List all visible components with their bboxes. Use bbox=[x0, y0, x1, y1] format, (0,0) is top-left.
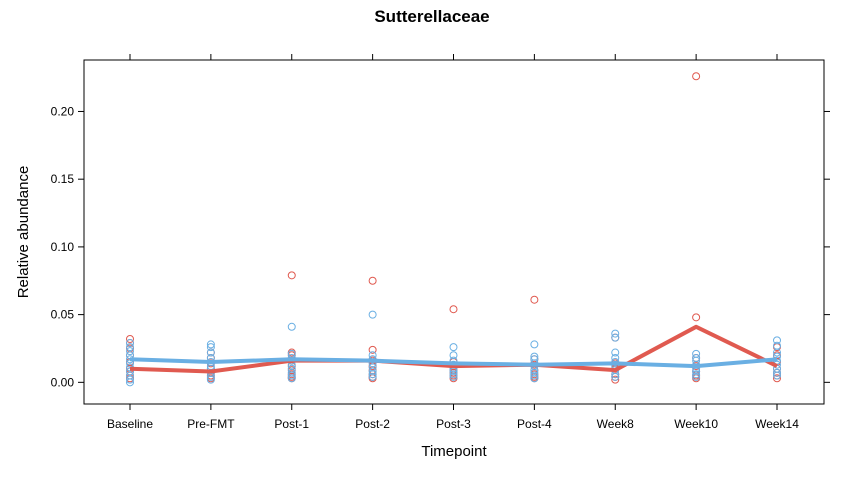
data-point-blue bbox=[126, 375, 134, 384]
data-point-blue bbox=[530, 374, 539, 383]
data-point-red bbox=[692, 313, 701, 322]
y-tick-label: 0.10 bbox=[51, 240, 75, 254]
data-point-blue bbox=[692, 349, 701, 358]
data-point-blue bbox=[611, 372, 620, 381]
data-point-blue bbox=[126, 351, 134, 360]
data-point-red bbox=[611, 375, 620, 384]
data-point-blue bbox=[773, 336, 781, 345]
data-point-blue bbox=[287, 374, 296, 383]
data-point-blue bbox=[773, 371, 781, 380]
data-point-blue bbox=[287, 368, 296, 377]
x-tick-label: Post-2 bbox=[355, 417, 390, 431]
chart-title: Sutterellaceae bbox=[374, 7, 489, 26]
data-point-blue bbox=[773, 348, 781, 357]
y-axis-label: Relative abundance bbox=[15, 166, 32, 299]
x-tick-label: Week8 bbox=[597, 417, 634, 431]
data-point-blue bbox=[126, 339, 134, 348]
x-tick-label: Week14 bbox=[755, 417, 799, 431]
x-axis-label: Timepoint bbox=[421, 443, 487, 460]
plot-frame bbox=[83, 59, 825, 405]
x-tick-label: Post-1 bbox=[274, 417, 309, 431]
data-point-blue bbox=[449, 343, 458, 352]
data-point-blue bbox=[126, 343, 134, 352]
y-tick-label: 0.20 bbox=[51, 104, 75, 118]
data-point-blue bbox=[530, 371, 539, 380]
data-point-blue bbox=[530, 368, 539, 377]
data-point-blue bbox=[287, 322, 296, 331]
x-tick-label: Pre-FMT bbox=[187, 417, 235, 431]
data-point-red bbox=[773, 374, 781, 383]
data-point-blue bbox=[773, 368, 781, 377]
data-point-blue bbox=[449, 370, 458, 379]
data-point-red bbox=[530, 295, 539, 304]
y-tick-label: 0.00 bbox=[51, 375, 75, 389]
x-tick-label: Post-4 bbox=[517, 417, 552, 431]
data-point-blue bbox=[611, 353, 620, 362]
data-point-blue bbox=[368, 372, 377, 381]
data-point-blue bbox=[206, 375, 215, 384]
data-point-blue bbox=[611, 333, 620, 342]
data-point-blue bbox=[611, 348, 620, 357]
data-point-blue bbox=[692, 370, 701, 379]
data-point-blue bbox=[368, 351, 377, 360]
data-point-blue bbox=[126, 378, 134, 387]
data-point-red bbox=[449, 305, 458, 314]
series-line-blue bbox=[129, 357, 778, 369]
data-point-blue bbox=[206, 348, 215, 357]
data-point-blue bbox=[449, 351, 458, 360]
data-point-red bbox=[126, 334, 134, 343]
data-point-red bbox=[287, 271, 296, 280]
series-line-red bbox=[129, 324, 778, 374]
data-point-red bbox=[368, 345, 377, 354]
data-point-blue bbox=[206, 343, 215, 352]
data-point-blue bbox=[206, 340, 215, 349]
data-point-blue bbox=[126, 367, 134, 376]
y-tick-label: 0.15 bbox=[51, 172, 75, 186]
data-point-red bbox=[368, 276, 377, 285]
data-point-blue bbox=[368, 310, 377, 319]
data-points bbox=[126, 72, 781, 387]
data-point-red bbox=[692, 72, 701, 81]
mean-lines bbox=[129, 324, 778, 374]
data-point-blue bbox=[368, 367, 377, 376]
data-point-blue bbox=[449, 372, 458, 381]
y-tick-label: 0.05 bbox=[51, 308, 75, 322]
axes: Baseline Pre-FMT Post-1 Post-2 Post-3 Post-4 W… bbox=[51, 54, 830, 431]
data-point-blue bbox=[126, 347, 134, 356]
x-tick-label: Baseline bbox=[107, 417, 153, 431]
x-tick-label: Week10 bbox=[674, 417, 718, 431]
x-tick-label: Post-3 bbox=[436, 417, 471, 431]
data-point-blue bbox=[611, 329, 620, 338]
data-point-blue bbox=[368, 370, 377, 379]
data-point-blue bbox=[530, 340, 539, 349]
data-point-blue bbox=[692, 372, 701, 381]
data-point-blue bbox=[287, 371, 296, 380]
